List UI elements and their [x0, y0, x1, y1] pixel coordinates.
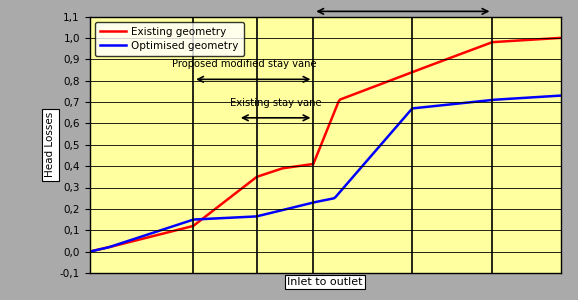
Y-axis label: Head Losses: Head Losses — [46, 112, 55, 177]
Existing geometry — [88, 250, 95, 253]
Existing geometry — [513, 39, 520, 42]
Optimised geometry — [86, 250, 93, 253]
Text: Existing stay vane: Existing stay vane — [230, 98, 321, 108]
Line: Optimised geometry: Optimised geometry — [90, 96, 561, 252]
Optimised geometry — [557, 94, 564, 98]
Optimised geometry — [88, 250, 95, 253]
Legend: Existing geometry, Optimised geometry: Existing geometry, Optimised geometry — [95, 22, 244, 56]
Existing geometry — [86, 250, 93, 253]
Optimised geometry — [365, 157, 372, 161]
Optimised geometry — [483, 99, 490, 102]
Optimised geometry — [513, 97, 520, 100]
Optimised geometry — [366, 155, 373, 159]
Existing geometry — [375, 83, 381, 87]
Optimised geometry — [375, 146, 381, 150]
Text: Proposed modified stay vane: Proposed modified stay vane — [172, 59, 316, 69]
Existing geometry — [365, 87, 372, 91]
X-axis label: Inlet to outlet: Inlet to outlet — [287, 277, 363, 287]
Existing geometry — [557, 36, 564, 40]
Existing geometry — [366, 86, 373, 90]
Line: Existing geometry: Existing geometry — [90, 38, 561, 252]
Existing geometry — [483, 43, 490, 46]
